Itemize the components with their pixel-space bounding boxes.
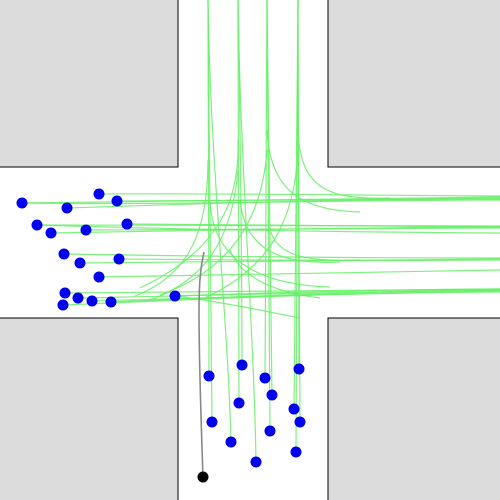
agent-marker (290, 446, 302, 458)
trajectory-path (199, 149, 299, 301)
agent-marker (206, 416, 218, 428)
agent-marker (74, 257, 86, 269)
ego-path (198, 251, 205, 478)
agent-marker (121, 218, 133, 230)
trajectory-path (159, 149, 268, 296)
agent-marker (93, 271, 105, 283)
trajectory-path (237, 0, 240, 404)
agent-marker (203, 370, 215, 382)
trajectory-path (266, 0, 271, 432)
trajectory-path (174, 295, 301, 319)
block-top-left (0, 0, 179, 168)
trajectories (21, 0, 500, 463)
agent-marker (293, 363, 305, 375)
trajectory-path (126, 223, 500, 228)
trajectory-path (239, 199, 341, 263)
agent-marker (113, 253, 125, 265)
agent-marker (259, 372, 271, 384)
agent-marker (86, 295, 98, 307)
agent-marker (57, 299, 69, 311)
block-bottom-right (327, 317, 500, 500)
trajectory-path (297, 129, 391, 199)
agent-marker (31, 219, 43, 231)
agent-marker (111, 195, 123, 207)
agents-west-cluster (16, 188, 181, 311)
trajectory-path (116, 198, 500, 202)
trajectory-path (295, 0, 299, 453)
trajectory-path (79, 258, 500, 264)
agent-marker (233, 397, 245, 409)
agent-marker (294, 416, 306, 428)
trajectory-path (207, 0, 232, 443)
agent-marker (169, 290, 181, 302)
trajectory-path (134, 159, 209, 297)
agent-marker (59, 287, 71, 299)
trajectory-path (139, 139, 239, 289)
agent-marker (264, 425, 276, 437)
trajectory-path (63, 253, 500, 259)
trajectory-path (209, 199, 331, 288)
block-bottom-left (0, 317, 179, 500)
agent-marker (105, 296, 117, 308)
trajectory-path (229, 249, 321, 299)
trajectory-path (110, 289, 500, 303)
trajectory-path (149, 169, 239, 301)
agent-marker (250, 456, 262, 468)
agent-marker (288, 403, 300, 415)
agent-marker (236, 359, 248, 371)
agent-marker (93, 188, 105, 200)
trajectory-path (267, 219, 361, 261)
agent-marker (225, 436, 237, 448)
block-top-right (327, 0, 500, 168)
trajectory-path (118, 258, 500, 262)
agent-marker (61, 202, 73, 214)
agent-marker (16, 197, 28, 209)
ego-vehicle-marker (197, 471, 209, 483)
agents-south-cluster (203, 359, 306, 468)
agent-marker (80, 224, 92, 236)
trajectory-path (21, 199, 500, 205)
agent-marker (45, 227, 57, 239)
agent-marker (72, 292, 84, 304)
trajectory-path (237, 0, 257, 463)
agent-marker (266, 389, 278, 401)
agent-marker (58, 248, 70, 260)
